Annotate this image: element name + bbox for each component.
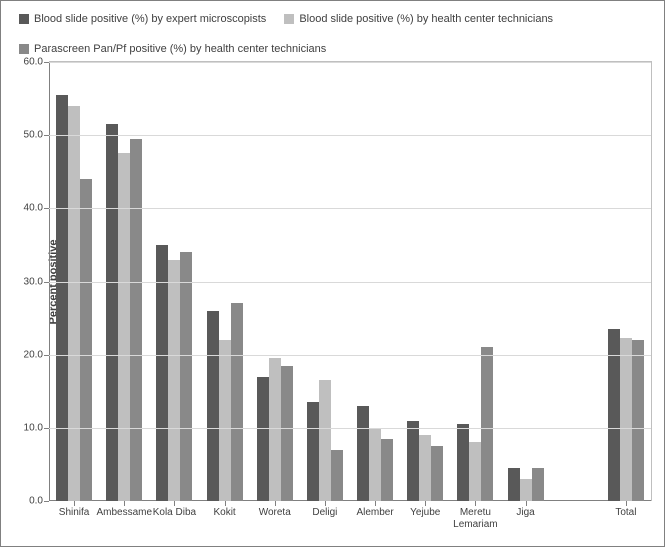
bar xyxy=(80,179,92,501)
chart-container: Blood slide positive (%) by expert micro… xyxy=(0,0,665,547)
bar xyxy=(130,139,142,501)
x-tick-label: Alember xyxy=(356,501,393,519)
gridline xyxy=(49,208,651,209)
bar xyxy=(457,424,469,501)
bar xyxy=(219,340,231,501)
bar xyxy=(168,260,180,501)
gridline xyxy=(49,428,651,429)
x-tick-label: Meretu Lemariam xyxy=(453,501,497,530)
bar xyxy=(632,340,644,501)
bar xyxy=(481,347,493,501)
bar xyxy=(257,377,269,501)
legend-item: Blood slide positive (%) by health cente… xyxy=(284,13,553,25)
legend: Blood slide positive (%) by expert micro… xyxy=(9,9,656,63)
y-tick-label: 0.0 xyxy=(29,496,49,507)
gridline xyxy=(49,62,651,63)
y-tick-label: 20.0 xyxy=(24,349,49,360)
x-tick-label: Yejube xyxy=(410,501,440,519)
y-tick-label: 30.0 xyxy=(24,276,49,287)
bar xyxy=(508,468,520,501)
bar xyxy=(331,450,343,501)
bar xyxy=(281,366,293,501)
legend-label: Blood slide positive (%) by expert micro… xyxy=(34,13,266,25)
y-tick-label: 50.0 xyxy=(24,130,49,141)
legend-swatch-2 xyxy=(284,14,294,24)
bar xyxy=(532,468,544,501)
bar xyxy=(207,311,219,501)
x-tick-label: Deligi xyxy=(312,501,337,519)
bar xyxy=(56,95,68,501)
x-tick-label: Woreta xyxy=(259,501,291,519)
bar xyxy=(180,252,192,501)
bar xyxy=(431,446,443,501)
bar xyxy=(269,358,281,501)
bar xyxy=(620,338,632,501)
plot-area: Percent positive 0.010.020.030.040.050.0… xyxy=(49,61,652,501)
x-tick-label: Ambessame xyxy=(96,501,152,519)
gridline xyxy=(49,282,651,283)
bar xyxy=(520,479,532,501)
x-tick-label: Kola Diba xyxy=(153,501,196,519)
legend-swatch-3 xyxy=(19,44,29,54)
legend-label: Blood slide positive (%) by health cente… xyxy=(299,13,553,25)
x-tick-label: Shinifa xyxy=(59,501,90,519)
bar xyxy=(307,402,319,501)
bar xyxy=(469,442,481,501)
y-tick-label: 60.0 xyxy=(24,57,49,68)
bar xyxy=(231,303,243,501)
legend-swatch-1 xyxy=(19,14,29,24)
x-tick-label: Total xyxy=(615,501,636,519)
y-tick-label: 10.0 xyxy=(24,422,49,433)
gridline xyxy=(49,355,651,356)
bar xyxy=(118,153,130,501)
legend-label: Parascreen Pan/Pf positive (%) by health… xyxy=(34,43,326,55)
x-tick-label: Jiga xyxy=(516,501,534,519)
x-tick-label: Kokit xyxy=(213,501,235,519)
bar xyxy=(106,124,118,501)
bar xyxy=(419,435,431,501)
legend-item: Blood slide positive (%) by expert micro… xyxy=(19,13,266,25)
bar xyxy=(381,439,393,501)
gridline xyxy=(49,135,651,136)
bar xyxy=(319,380,331,501)
bar xyxy=(357,406,369,501)
bar xyxy=(369,428,381,501)
bar xyxy=(407,421,419,501)
bar xyxy=(156,245,168,501)
legend-item: Parascreen Pan/Pf positive (%) by health… xyxy=(19,43,326,55)
bar xyxy=(68,106,80,501)
y-tick-label: 40.0 xyxy=(24,203,49,214)
